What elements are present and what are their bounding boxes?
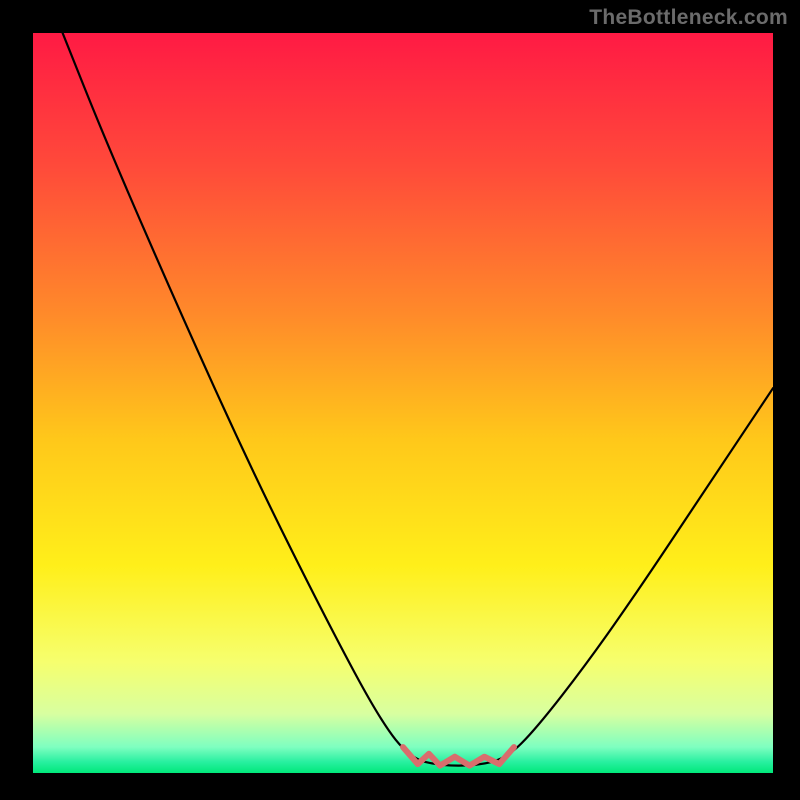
gradient-background — [33, 33, 773, 773]
chart-root: TheBottleneck.com — [0, 0, 800, 800]
plot-area — [33, 33, 773, 773]
watermark-text: TheBottleneck.com — [589, 6, 788, 30]
plot-svg — [33, 33, 773, 773]
